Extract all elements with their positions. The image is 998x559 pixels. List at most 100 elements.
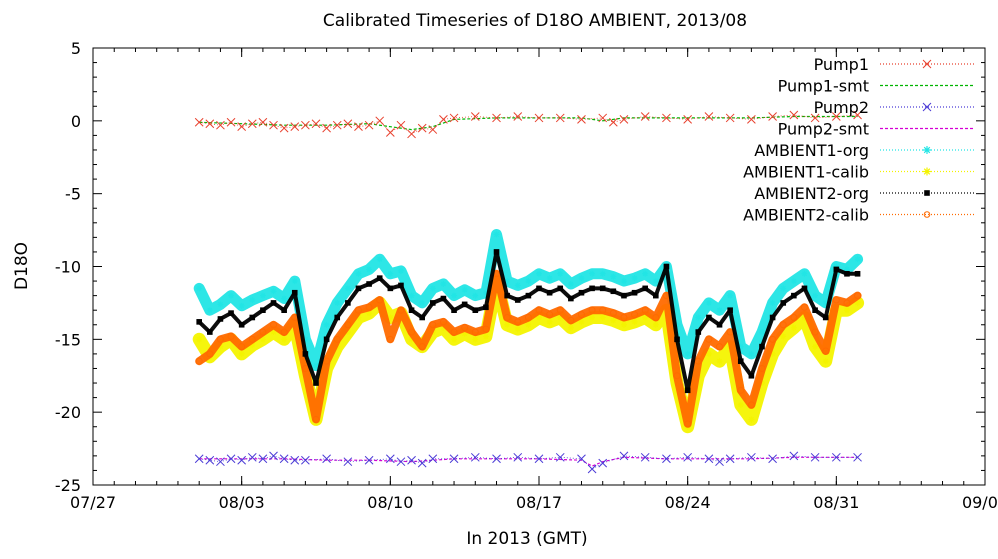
data-point [640, 452, 650, 462]
data-point [440, 324, 447, 331]
data-point [525, 321, 532, 328]
data-point [364, 455, 374, 465]
data-point [810, 452, 820, 462]
data-point [417, 123, 427, 133]
data-point [259, 336, 266, 343]
data-point [725, 454, 735, 464]
data-point [662, 454, 671, 464]
data-point [312, 415, 320, 423]
data-point [216, 457, 225, 467]
data-point [291, 289, 298, 296]
data-point [249, 297, 256, 304]
data-point [640, 112, 650, 121]
data-point [608, 117, 618, 127]
data-point [301, 364, 309, 372]
data-point [759, 343, 765, 350]
data-point [790, 278, 797, 285]
data-point [504, 292, 510, 299]
data-point [450, 328, 458, 336]
data-point [567, 280, 574, 287]
data-point [449, 113, 459, 123]
data-point [461, 301, 468, 308]
data-point [429, 321, 437, 329]
data-point [853, 110, 862, 120]
data-point [238, 302, 245, 309]
data-point [281, 307, 287, 313]
data-point [217, 301, 224, 308]
data-point [673, 372, 681, 380]
data-point [206, 307, 213, 314]
data-point [684, 387, 691, 394]
y-tick-label: 0 [71, 112, 81, 131]
data-point [769, 299, 776, 306]
data-point [237, 122, 247, 132]
data-point [801, 285, 808, 292]
data-point [577, 115, 586, 124]
data-point [758, 364, 766, 372]
data-point [534, 113, 544, 123]
data-point [228, 310, 234, 316]
data-point [822, 314, 829, 321]
data-point [281, 336, 288, 343]
data-point [525, 278, 532, 285]
data-point [270, 321, 278, 329]
data-point [291, 278, 298, 285]
data-point [366, 266, 373, 273]
data-point [663, 263, 670, 270]
data-point [313, 362, 319, 369]
data-point [440, 280, 447, 287]
data-point [843, 266, 850, 273]
data-point [398, 282, 404, 289]
y-tick-label: -10 [55, 258, 81, 277]
data-point [610, 273, 617, 280]
data-point [322, 454, 331, 464]
data-point [811, 328, 819, 336]
data-point [376, 275, 383, 281]
data-point [662, 113, 671, 123]
data-point [238, 350, 245, 357]
data-point [822, 299, 829, 306]
legend-label-ambient2-calib: AMBIENT2-calib [743, 206, 869, 225]
data-point [779, 321, 787, 329]
data-point [334, 299, 341, 306]
data-point [323, 321, 330, 328]
data-point [535, 306, 543, 314]
data-point [366, 281, 372, 287]
data-point [768, 112, 777, 121]
data-point [196, 336, 203, 343]
data-point [449, 454, 459, 464]
y-tick-label: -15 [55, 330, 81, 349]
data-point [408, 336, 415, 343]
data-point [247, 119, 257, 129]
data-point [619, 451, 629, 461]
data-point [812, 307, 818, 313]
data-point [684, 350, 691, 357]
data-point [302, 336, 309, 343]
data-point [237, 455, 247, 465]
series-line-pump2-smt [199, 456, 858, 467]
data-point [589, 314, 596, 321]
data-point [194, 454, 204, 464]
data-point [557, 285, 564, 292]
legend-marker-pump2 [922, 102, 932, 112]
data-point [706, 314, 712, 321]
data-point [854, 299, 861, 306]
data-point [737, 358, 744, 364]
data-point [577, 454, 586, 464]
data-point [620, 313, 628, 321]
legend-label-pump2-smt: Pump2-smt [778, 120, 869, 139]
data-point [216, 335, 224, 343]
data-point [715, 457, 724, 467]
data-point [610, 288, 617, 295]
data-point [194, 117, 204, 127]
data-point [387, 314, 394, 321]
data-point [247, 452, 257, 462]
data-point [258, 454, 268, 464]
data-point [800, 303, 808, 311]
data-point [853, 452, 862, 462]
data-point [332, 120, 342, 130]
y-axis-label: D18O [12, 242, 32, 290]
data-point [716, 343, 724, 351]
data-point [226, 117, 236, 127]
y-tick-label: -25 [55, 476, 81, 495]
